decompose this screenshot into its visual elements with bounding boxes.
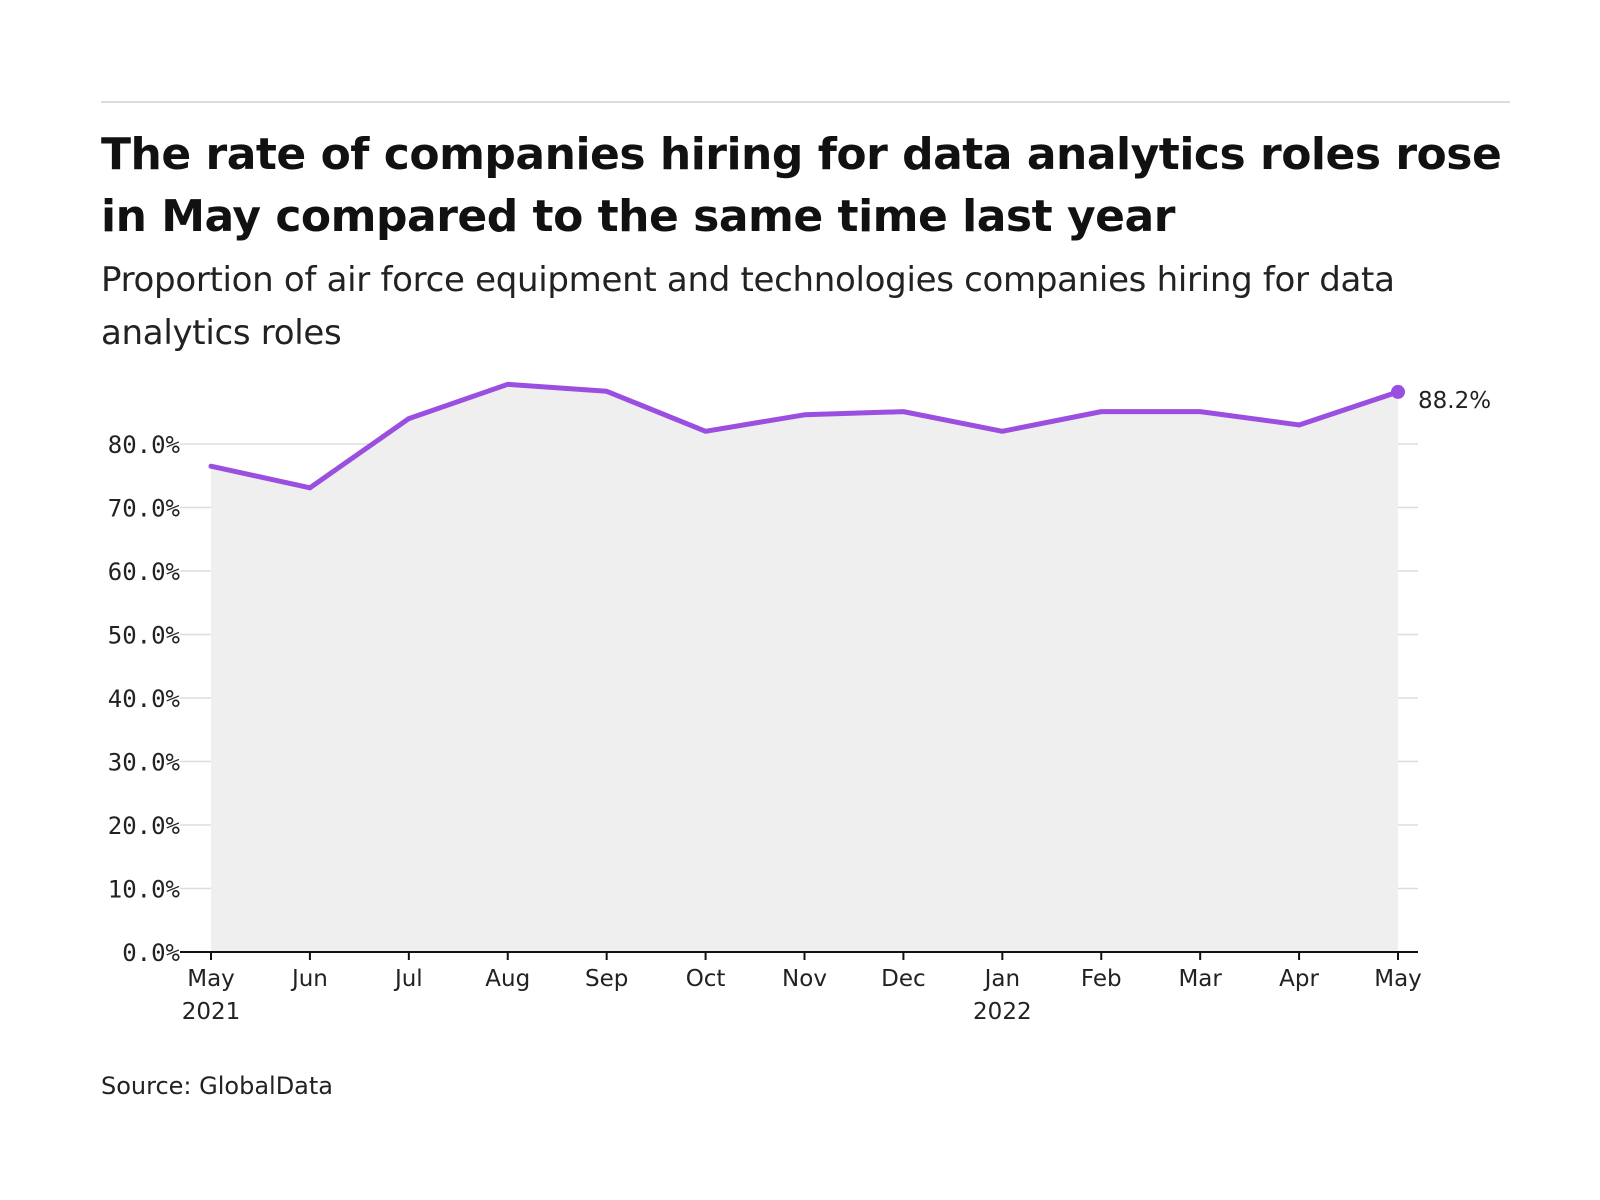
y-tick-label: 70.0% [108,495,181,523]
x-tick-year-label: 2021 [182,999,241,1025]
x-tick-label: Nov [782,966,827,992]
source-note: Source: GlobalData [101,1072,334,1100]
x-tick-label: Jul [393,966,423,992]
x-tick-label: Oct [686,966,726,992]
area-fill-layer [211,384,1398,952]
x-tick-label: Dec [881,966,926,992]
series-line [208,381,1401,491]
x-tick-label: Aug [485,966,530,992]
y-tick-label: 60.0% [108,558,181,586]
y-tick-label: 80.0% [108,431,181,459]
axes [180,951,1418,960]
x-tick-label: Feb [1081,966,1122,992]
x-tick-label: Jun [290,966,328,992]
y-tick-label: 50.0% [108,622,181,650]
x-tick-label: Jan [983,966,1020,992]
series-line-layer [208,381,1405,491]
end-value-label: 88.2% [1418,388,1491,414]
x-tick-year-label: 2022 [973,999,1032,1025]
top-divider [101,101,1510,103]
end-point-marker [1391,384,1405,399]
x-tick-label: Sep [585,966,628,992]
x-tick-label: Apr [1279,966,1319,992]
area-fill [211,384,1398,952]
x-tick-label: May [187,966,235,992]
chart-subtitle: Proportion of air force equipment and te… [101,260,1395,353]
x-tick-label: May [1374,966,1422,992]
y-tick-label: 30.0% [108,749,181,777]
x-tick-label: Mar [1178,966,1222,992]
y-tick-label: 0.0% [122,939,180,967]
y-tick-label: 40.0% [108,685,181,713]
labels: 0.0% 10.0% 20.0% 30.0% 40.0% 50.0% 60.0% 70.0% 8… [108,388,1491,1025]
chart-title: The rate of companies hiring for data an… [101,129,1502,242]
y-tick-label: 20.0% [108,812,181,840]
y-tick-label: 10.0% [108,876,181,904]
